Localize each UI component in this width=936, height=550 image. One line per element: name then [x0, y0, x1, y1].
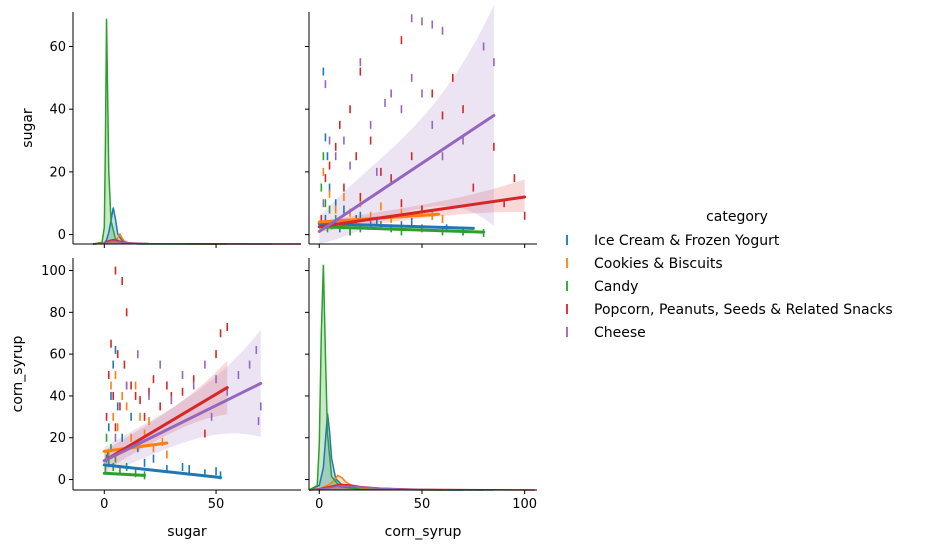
legend-label-ice-cream-frozen-yogurt: Ice Cream & Frozen Yogurt [594, 233, 780, 249]
confidence-band-cheese [104, 329, 261, 475]
x-axis-title-sugar: sugar [167, 524, 207, 540]
regression-line-candy [102, 471, 147, 477]
legend: category Ice Cream & Frozen Yogurt Cookies… [566, 209, 893, 341]
panel-bottom-right-x-tick-label: 100 [512, 497, 537, 512]
axes-layer [69, 12, 537, 494]
regression-line-popcorn-peanuts-seeds-related-snacks [102, 386, 229, 463]
panel-bottom-right-x-tick-label: 0 [315, 497, 323, 512]
panel-bottom-left-y-tick-label: 100 [41, 264, 66, 279]
regression-line-cheese [102, 381, 263, 463]
panel-bottom-left-y-tick-label: 80 [49, 306, 66, 321]
panel-bottom-left-y-tick-label: 0 [58, 473, 66, 488]
legend-label-cookies-biscuits: Cookies & Biscuits [594, 256, 723, 272]
kde-area-candy [309, 264, 484, 490]
confidence-band-layer [104, 5, 525, 475]
text-layer: 0 20 40 60 0 50 0 20 40 60 80 100 0 50 100 sugar corn_sy… [10, 40, 537, 540]
panel-top-left-y-tick-label: 20 [49, 165, 66, 180]
line-layer [92, 18, 535, 491]
panel-bottom-left-y-tick-label: 40 [49, 389, 66, 404]
panel-bottom-left-x-tick-label: 0 [100, 497, 108, 512]
regression-line-cookies-biscuits [102, 441, 169, 453]
kde-area-ice-cream-frozen-yogurt [309, 413, 464, 490]
kde-line-candy [308, 264, 484, 491]
regression-line-ice-cream-frozen-yogurt [102, 463, 223, 479]
panel-bottom-left-y-tick-label: 20 [49, 431, 66, 446]
confidence-band-cheese [319, 5, 494, 244]
panel-top-left-y-tick-label: 40 [49, 103, 66, 118]
panel-top-left-y-tick-label: 60 [49, 40, 66, 55]
legend-title: category [706, 209, 768, 225]
panel-top-left-y-tick-label: 0 [58, 228, 66, 243]
panel-bottom-left-y-tick-label: 60 [49, 348, 66, 363]
regression-line-candy [317, 225, 486, 234]
y-axis-title-corn-syrup: corn_syrup [10, 336, 26, 413]
x-axis-title-corn-syrup: corn_syrup [385, 524, 462, 540]
regression-line-popcorn-peanuts-seeds-related-snacks [317, 195, 527, 229]
panel-bottom-left-x-tick-label: 50 [208, 497, 225, 512]
panel-bottom-right-x-tick-label: 50 [414, 497, 431, 512]
legend-label-candy: Candy [594, 279, 638, 295]
regression-line-cheese [317, 113, 496, 233]
legend-label-popcorn-peanuts-seeds-related-snacks: Popcorn, Peanuts, Seeds & Related Snacks [594, 302, 893, 318]
legend-label-cheese: Cheese [594, 325, 646, 341]
y-axis-title-sugar: sugar [20, 108, 36, 148]
